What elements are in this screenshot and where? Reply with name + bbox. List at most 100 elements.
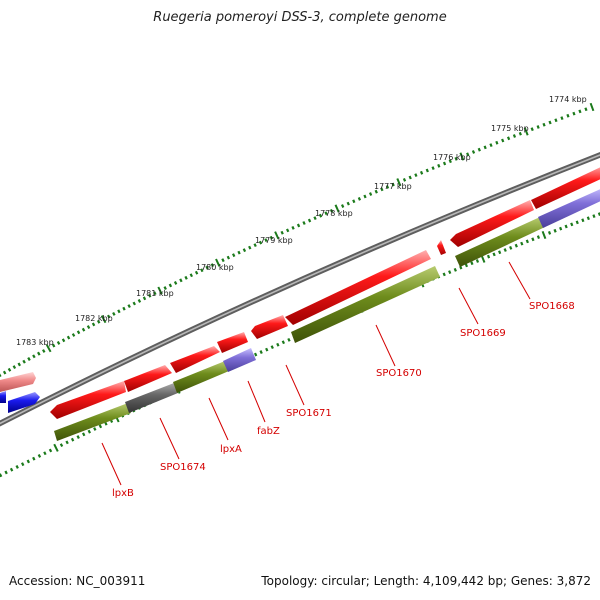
- feature-bar[interactable]: [173, 361, 229, 393]
- cds-arrow[interactable]: [8, 392, 40, 413]
- feature-bar[interactable]: [125, 383, 178, 413]
- scale-tick: [215, 258, 221, 267]
- scale-tick: [226, 255, 231, 260]
- scale-tick: [541, 230, 547, 240]
- scale-tick: [520, 241, 524, 246]
- gene-label-spo1668[interactable]: SPO1668: [529, 301, 575, 312]
- map-title: Ruegeria pomeroyi DSS-3, complete genome: [153, 10, 447, 25]
- scale-tick: [200, 268, 204, 273]
- cds-arrow[interactable]: [0, 391, 6, 403]
- scale-label: 1780 kbp: [196, 263, 234, 272]
- scale-tick: [291, 225, 295, 230]
- scale-tick: [340, 204, 345, 208]
- scale-tick: [548, 120, 552, 125]
- feature-bar[interactable]: [223, 348, 256, 372]
- cds-arrow[interactable]: [285, 250, 431, 325]
- gene-label-spo1671[interactable]: SPO1671: [286, 408, 332, 419]
- scale-tick: [542, 122, 546, 127]
- scale-tick: [104, 421, 108, 426]
- cds-arrow[interactable]: [450, 200, 534, 247]
- scale-tick: [448, 270, 452, 275]
- cds-arrow[interactable]: [0, 372, 36, 393]
- gene-label-spo1669[interactable]: SPO1669: [460, 328, 506, 339]
- cds-track: [0, 165, 600, 419]
- scale-tick: [12, 365, 17, 370]
- scale-tick: [70, 437, 75, 442]
- scale-tick: [368, 192, 373, 196]
- scale-tick: [189, 273, 193, 278]
- scale-tick: [258, 240, 263, 245]
- scale-tick: [525, 239, 529, 244]
- scale-tick: [76, 330, 81, 335]
- cds-arrow[interactable]: [217, 332, 248, 353]
- scale-tick: [419, 170, 424, 175]
- feature-track: [54, 187, 600, 441]
- scale-tick: [503, 248, 507, 252]
- scale-tick: [9, 467, 14, 472]
- scale-tick: [237, 250, 241, 255]
- scale-tick: [98, 424, 103, 429]
- gene-label-lpxb[interactable]: lpxB: [112, 488, 134, 499]
- scale-tick: [471, 150, 476, 154]
- scale-tick: [45, 344, 52, 353]
- scale-tick: [32, 456, 36, 461]
- scale-tick: [442, 161, 447, 166]
- cds-arrow[interactable]: [50, 381, 126, 419]
- scale-tick: [93, 427, 97, 431]
- gene-label-lpxa[interactable]: lpxA: [220, 444, 242, 455]
- scale-tick: [53, 443, 59, 452]
- scale-tick: [86, 325, 91, 330]
- scale-tick: [81, 327, 86, 332]
- gene-label-fabz[interactable]: fabZ: [257, 426, 280, 437]
- scale-tick: [380, 187, 384, 192]
- scale-tick: [518, 131, 522, 136]
- scale-tick: [357, 196, 362, 201]
- feature-bar[interactable]: [455, 217, 545, 267]
- scale-tick: [59, 443, 64, 447]
- scale-tick: [448, 159, 452, 164]
- scale-tick: [531, 237, 535, 242]
- cds-arrow[interactable]: [170, 346, 220, 373]
- scale-tick: [253, 352, 258, 357]
- scale-tick: [572, 111, 576, 116]
- scale-tick: [454, 156, 458, 161]
- scale-label: 1781 kbp: [136, 289, 174, 298]
- scale-label: 1783 kbp: [16, 338, 54, 347]
- cds-arrow[interactable]: [124, 365, 172, 392]
- scale-tick: [27, 357, 31, 361]
- scale-tick: [477, 147, 481, 152]
- scale-labels: 1774 kbp 1775 kbp 1776 kbp 1777 kbp 1778…: [16, 95, 587, 347]
- scale-tick: [21, 462, 25, 467]
- scale-tick: [91, 322, 96, 327]
- scale-tick: [66, 335, 71, 340]
- scale-tick: [112, 311, 116, 316]
- scale-tick: [253, 243, 257, 248]
- scale-tick: [385, 185, 390, 189]
- scale-tick: [4, 470, 8, 475]
- scale-tick: [259, 350, 263, 355]
- cds-arrow[interactable]: [251, 315, 288, 339]
- scale-tick: [523, 127, 529, 136]
- scale-tick: [466, 152, 470, 157]
- scale-tick: [489, 143, 493, 148]
- gene-label-spo1674[interactable]: SPO1674: [160, 462, 206, 473]
- cds-arrow[interactable]: [531, 165, 600, 209]
- scale-tick: [276, 342, 280, 347]
- scale-tick: [352, 199, 356, 204]
- feature-bar[interactable]: [291, 266, 440, 343]
- scale-tick: [509, 245, 513, 250]
- cds-arrow[interactable]: [437, 240, 446, 255]
- scale-tick: [425, 168, 429, 173]
- scale-tick: [492, 252, 496, 257]
- scale-tick: [318, 213, 323, 218]
- scale-tick: [168, 283, 173, 288]
- scale-tick: [459, 152, 465, 161]
- feature-bar[interactable]: [538, 187, 600, 228]
- gene-label-spo1670[interactable]: SPO1670: [376, 368, 422, 379]
- scale-tick: [329, 208, 334, 213]
- scale-tick: [137, 299, 142, 303]
- feature-bar[interactable]: [54, 403, 131, 441]
- scale-tick: [281, 340, 286, 345]
- scale-tick: [287, 337, 291, 342]
- scale-tick: [26, 459, 30, 464]
